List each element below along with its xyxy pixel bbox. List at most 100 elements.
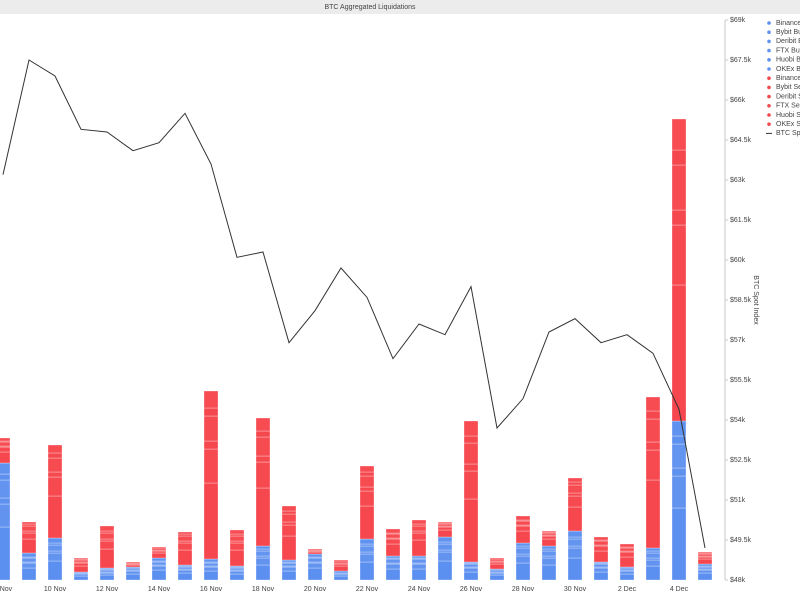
bar-segment [151, 546, 167, 549]
bar-segment [463, 567, 479, 573]
bar-segment [567, 530, 583, 538]
bar-segment [359, 465, 375, 473]
bar-segment [567, 506, 583, 532]
bar-segment [21, 557, 37, 563]
bar-segment [21, 552, 37, 558]
bar-segment [203, 407, 219, 417]
bar-segment [463, 562, 479, 565]
bar-segment [359, 543, 375, 547]
legend-swatch [767, 104, 771, 108]
bar-segment [489, 561, 505, 565]
bar-segment [359, 505, 375, 540]
bar-segment [567, 536, 583, 540]
bar-segment [437, 536, 453, 543]
legend-label: OKEx Sell [776, 121, 800, 128]
bar-segment [619, 543, 635, 548]
bar-segment [21, 525, 37, 532]
bar-segment [73, 565, 89, 573]
bar-segment [541, 532, 557, 536]
bar-segment [177, 569, 193, 574]
bar-segment [281, 570, 297, 581]
bar-segment [593, 566, 609, 569]
bar-segment [47, 537, 63, 544]
price-line [2, 59, 706, 549]
bar-segment [567, 557, 583, 581]
bar-segment [0, 451, 11, 464]
bar-segment [125, 566, 141, 569]
y2-tick-label: $48k [730, 577, 746, 584]
bar-segment [359, 561, 375, 581]
bar-segment [203, 558, 219, 563]
bar-segment [619, 546, 635, 549]
bar-segment [489, 569, 505, 573]
y2-tick-label: $55.5k [730, 377, 752, 384]
bar-segment [307, 561, 323, 564]
bar-segment [411, 523, 427, 527]
bar-segment [359, 475, 375, 488]
bar-segment [47, 457, 63, 473]
bar-segment [73, 571, 89, 574]
bar-segment [151, 561, 167, 566]
bar-segment [645, 565, 661, 581]
bar-segment [307, 550, 323, 553]
bar-segment [177, 542, 193, 551]
bar-segment [0, 473, 11, 481]
bar-segment [385, 568, 401, 581]
bar-segment [697, 555, 713, 558]
bar-segment [619, 573, 635, 581]
bar-segment [333, 562, 349, 565]
bar-segment [99, 530, 115, 534]
bar-segment [437, 560, 453, 581]
bar-segment [255, 430, 271, 438]
bar-segment [255, 436, 271, 457]
bar-segment [593, 550, 609, 563]
y2-tick-label: $69k [730, 17, 746, 24]
legend-swatch [767, 58, 771, 62]
bar-segment [697, 563, 713, 567]
bar-segment [593, 561, 609, 564]
bar-segment [411, 568, 427, 581]
x-tick-label: 4 Dec [670, 586, 689, 593]
bar-segment [385, 563, 401, 570]
bar-segment [619, 566, 635, 569]
bar-segment [697, 558, 713, 565]
bar-segment [333, 565, 349, 572]
bar-segment [645, 550, 661, 554]
bar-segment [203, 448, 219, 484]
chart-title: BTC Aggregated Liquidations [324, 4, 416, 11]
bar-segment [0, 462, 11, 475]
bar-segment [567, 484, 583, 494]
bar-segment [645, 418, 661, 443]
bar-segment [515, 555, 531, 564]
bar-segment [515, 545, 531, 549]
legend-label: Huobi Buy [776, 57, 800, 64]
x-tick-label: 26 Nov [460, 586, 483, 593]
bar-segment [515, 547, 531, 555]
bar-segment [593, 544, 609, 547]
bar-segment [671, 118, 687, 151]
bar-segment [671, 507, 687, 581]
bar-segment [47, 544, 63, 552]
bar-segment [437, 525, 453, 528]
bar-segment [619, 556, 635, 568]
bar-segment [385, 558, 401, 564]
bar-segment [177, 531, 193, 535]
bar-segment [463, 563, 479, 568]
bar-segment [281, 513, 297, 523]
bar-segment [307, 549, 323, 552]
bar-segment [21, 556, 37, 559]
bar-segment [411, 519, 427, 525]
bar-segment [21, 532, 37, 540]
legend-swatch [767, 122, 771, 126]
bar-segment [151, 550, 167, 554]
bar-segment [567, 538, 583, 547]
legend-label: FTX Sell - [776, 103, 800, 110]
bar-segment [411, 539, 427, 557]
bar-segment [73, 561, 89, 564]
bar-segment [489, 574, 505, 581]
bar-segment [593, 571, 609, 581]
y2-tick-label: $60k [730, 257, 746, 264]
bar-segment [0, 503, 11, 528]
bar-segment [73, 557, 89, 560]
bar-segment [593, 567, 609, 573]
